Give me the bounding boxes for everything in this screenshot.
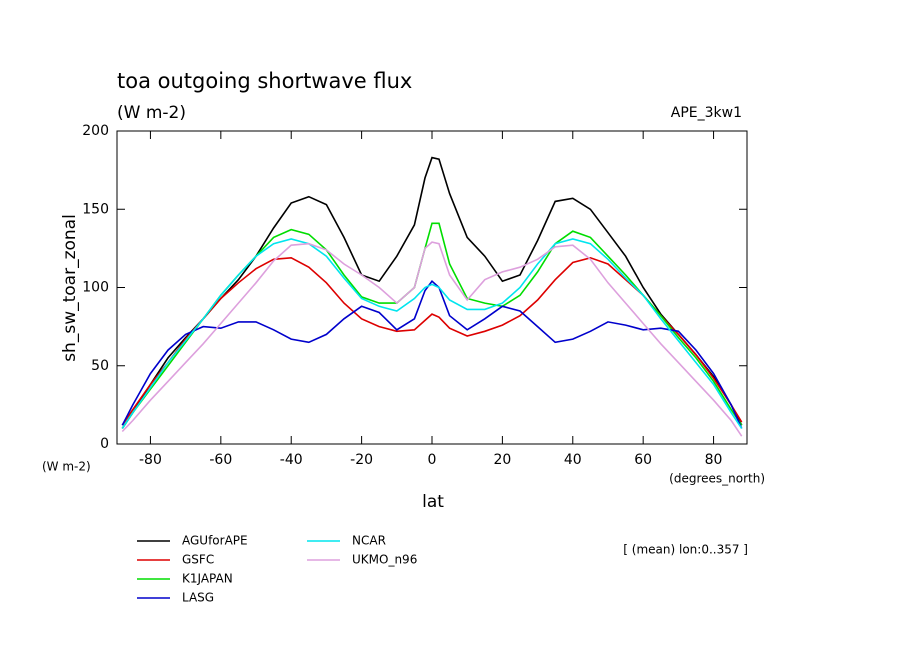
chart-title: toa outgoing shortwave flux [117, 69, 412, 93]
series-line [121, 238, 743, 429]
legend-label: UKMO_n96 [352, 553, 417, 567]
x-tick-label: 60 [634, 452, 652, 468]
y-tick-label: 50 [91, 358, 109, 374]
x-tick-label: 0 [428, 452, 437, 468]
y-tick-label: 100 [82, 280, 109, 296]
x-tick-label: -20 [350, 452, 373, 468]
subtitle: (W m-2) [117, 103, 186, 123]
dataset-label: APE_3kw1 [671, 105, 742, 121]
x-units: (degrees_north) [669, 472, 765, 486]
x-axis-label: lat [422, 492, 444, 512]
y-axis-label: sh_sw_toar_zonal [60, 214, 80, 362]
x-tick-label: 80 [705, 452, 723, 468]
x-tick-label: 40 [564, 452, 582, 468]
y-tick-label: 150 [82, 201, 109, 217]
x-tick-label: 20 [493, 452, 511, 468]
legend-label: NCAR [352, 534, 386, 548]
series-line [121, 241, 743, 437]
legend-label: LASG [182, 591, 214, 605]
x-tick-label: -40 [280, 452, 303, 468]
series-line [121, 280, 743, 429]
y-tick-label: 200 [82, 123, 109, 139]
x-tick-label: -80 [139, 452, 162, 468]
legend-label: K1JAPAN [182, 572, 233, 586]
legend-label: GSFC [182, 553, 214, 567]
x-tick-label: -60 [209, 452, 232, 468]
note: [ (mean) lon:0..357 ] [623, 543, 748, 557]
legend-label: AGUforAPE [182, 534, 248, 548]
y-tick-label: 0 [100, 436, 109, 452]
y-units: (W m-2) [42, 460, 91, 474]
